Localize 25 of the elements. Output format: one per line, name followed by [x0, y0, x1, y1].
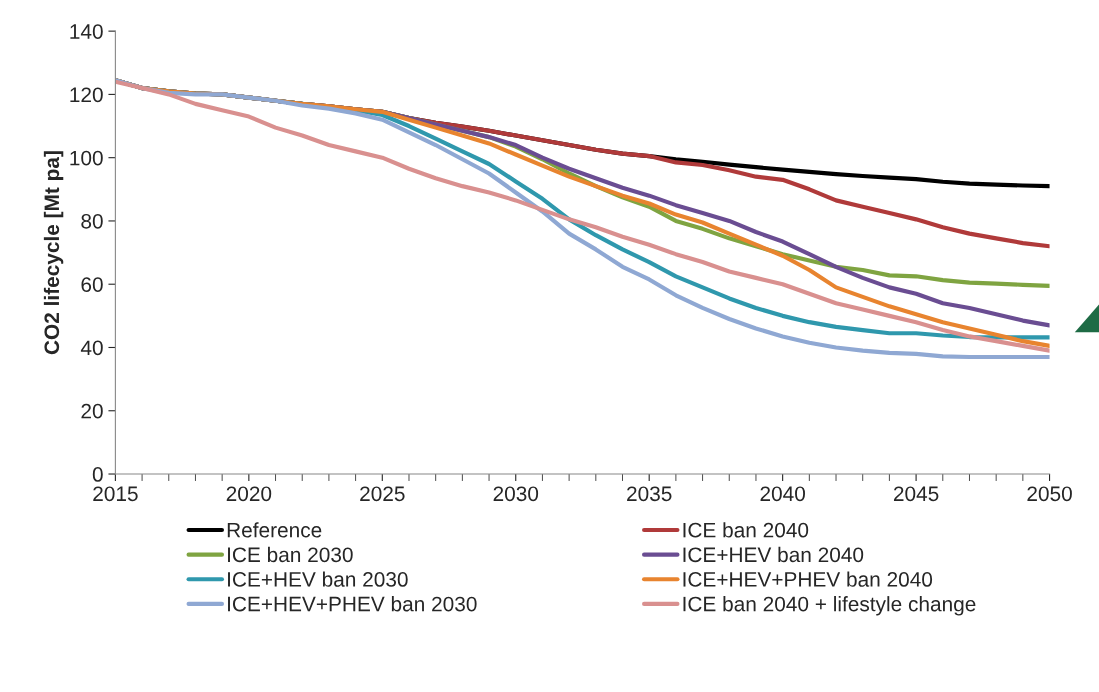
y-tick-label: 120: [70, 87, 103, 103]
y-tick-label: 80: [81, 213, 103, 229]
y-axis-title: CO2 lifecycle [Mt pa]: [43, 151, 64, 355]
x-tick-label: 2035: [627, 486, 672, 502]
legend-label: ICE+HEV ban 2030: [228, 571, 408, 587]
x-tick-label: 2025: [360, 486, 405, 502]
legend-label: ICE ban 2040 + lifestyle change: [683, 596, 976, 616]
y-tick-label: 140: [70, 24, 103, 39]
legend-label: ICE ban 2030: [228, 546, 353, 563]
y-tick-label: 0: [92, 467, 103, 482]
legend-label: ICE+HEV ban 2040: [683, 546, 864, 563]
legend-label: ICE+HEV+PHEV ban 2030: [228, 596, 477, 612]
x-tick-label: 2020: [226, 486, 272, 502]
legend-label: Reference: [227, 522, 322, 538]
y-tick-label: 20: [81, 403, 103, 419]
x-tick-label: 2050: [1027, 486, 1072, 502]
legend-label: ICE ban 2040: [683, 522, 809, 538]
x-tick-label: 2030: [493, 486, 539, 502]
y-tick-label: 100: [70, 150, 103, 166]
x-tick-label: 2045: [893, 486, 939, 502]
y-tick-label: 40: [80, 340, 103, 356]
x-tick-label: 2015: [93, 486, 138, 502]
x-tick-label: 2040: [760, 486, 806, 502]
y-tick-label: 60: [81, 277, 103, 292]
legend-label: ICE+HEV+PHEV ban 2040: [683, 571, 933, 587]
